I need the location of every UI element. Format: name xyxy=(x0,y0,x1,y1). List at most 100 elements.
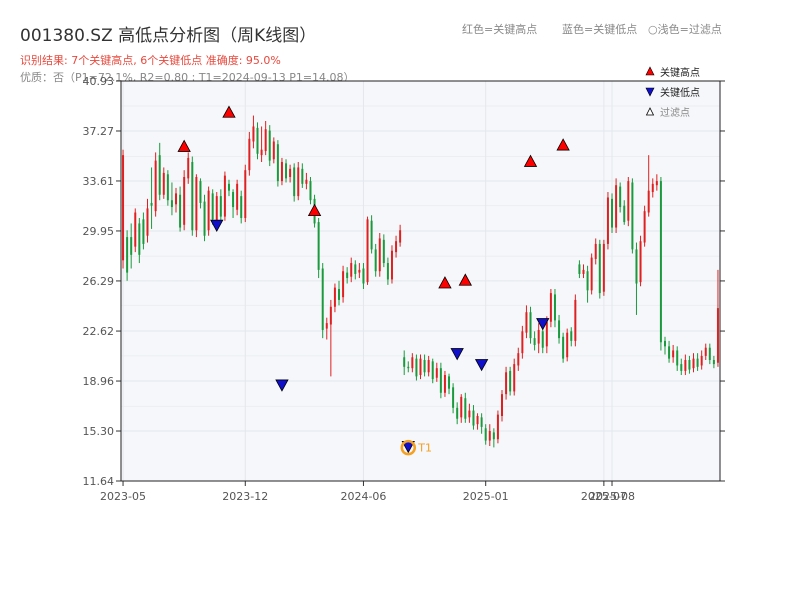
candle-body xyxy=(647,190,650,213)
candle-body xyxy=(619,186,622,208)
candle-body xyxy=(227,183,230,191)
t1-label: T1 xyxy=(417,442,432,455)
candle-body xyxy=(590,257,593,291)
candle-body xyxy=(484,428,487,441)
candle-body xyxy=(219,196,222,217)
candle-body xyxy=(692,358,695,369)
candle-body xyxy=(521,331,524,354)
candle-body xyxy=(183,177,186,225)
candle-body xyxy=(464,398,467,419)
candle-body xyxy=(199,181,202,203)
candle-body xyxy=(264,129,267,152)
candle-body xyxy=(321,268,324,330)
candle-body xyxy=(456,407,459,419)
candle-body xyxy=(150,202,153,206)
legend-high-marker xyxy=(645,66,655,76)
candle-body xyxy=(631,182,634,250)
key-low-marker xyxy=(210,219,224,233)
candle-body xyxy=(256,127,259,154)
candle-body xyxy=(403,357,406,367)
candle-body xyxy=(688,360,691,370)
candle-body xyxy=(252,126,255,142)
candle-body xyxy=(301,168,304,184)
y-tick-label: 11.64 xyxy=(83,475,115,488)
candle-body xyxy=(195,177,198,231)
candle-body xyxy=(553,294,556,321)
candle-body xyxy=(574,299,577,341)
candle-body xyxy=(232,192,235,208)
candle-body xyxy=(643,211,646,243)
candle-body xyxy=(541,331,544,348)
candle-body xyxy=(390,250,393,280)
candle-body xyxy=(179,194,182,228)
candle-body xyxy=(374,249,377,272)
candle-body xyxy=(476,415,479,425)
key-low-marker xyxy=(450,348,464,361)
candle-body xyxy=(517,353,520,366)
candle-body xyxy=(329,306,332,325)
candle-body xyxy=(594,243,597,259)
candle-body xyxy=(419,358,422,376)
candle-body xyxy=(333,287,336,307)
candle-body xyxy=(712,360,715,365)
candle-body xyxy=(513,364,516,392)
candle-body xyxy=(537,329,540,344)
candle-body xyxy=(175,193,178,205)
candle-body xyxy=(639,241,642,283)
y-tick-label: 22.62 xyxy=(83,325,115,338)
candle-body xyxy=(606,197,609,244)
candle-body xyxy=(138,223,141,255)
candle-body xyxy=(562,336,565,359)
key-high-marker xyxy=(556,138,570,151)
candle-body xyxy=(708,347,711,361)
candle-body xyxy=(358,269,361,273)
key-high-marker xyxy=(523,154,538,167)
key-high-marker xyxy=(177,139,191,152)
key-high-marker xyxy=(307,203,322,217)
candle-body xyxy=(423,360,426,373)
candle-body xyxy=(431,361,434,380)
candle-body xyxy=(533,338,536,345)
key-low-marker xyxy=(536,318,550,331)
candle-body xyxy=(162,172,165,195)
candle-body xyxy=(615,185,618,228)
candle-body xyxy=(549,293,552,322)
y-tick-label: 37.27 xyxy=(83,125,115,138)
candle-body xyxy=(623,205,626,223)
legend-label: 关键低点 xyxy=(660,86,700,99)
candle-body xyxy=(700,355,703,366)
legend-label: 过滤点 xyxy=(660,106,690,119)
legend-low-marker xyxy=(645,87,655,97)
candle-body xyxy=(492,432,495,440)
candle-body xyxy=(130,237,133,255)
candle-body xyxy=(297,167,300,197)
candle-body xyxy=(659,181,662,343)
candle-body xyxy=(382,239,385,264)
y-tick-label: 29.95 xyxy=(83,225,115,238)
candle-body xyxy=(142,219,145,244)
candle-body xyxy=(317,222,320,270)
y-tick-label: 33.61 xyxy=(83,175,115,188)
key-low-marker xyxy=(474,359,489,372)
candle-body xyxy=(545,321,548,347)
candle-body xyxy=(187,157,190,179)
candle-body xyxy=(248,138,251,171)
candle-body xyxy=(305,179,308,184)
candle-body xyxy=(651,183,654,193)
candle-body xyxy=(676,350,679,366)
candle-body xyxy=(468,410,471,418)
legend-filtered-marker xyxy=(645,107,655,116)
candle-body xyxy=(325,323,328,329)
key-high-marker xyxy=(458,273,472,286)
candle-body xyxy=(439,368,442,393)
candle-body xyxy=(704,347,707,356)
legend-filtered-key: ○浅色=过滤点 xyxy=(648,23,722,36)
candle-body xyxy=(496,414,499,440)
key-low-marker xyxy=(275,379,289,392)
candle-body xyxy=(558,320,561,339)
candle-body xyxy=(260,149,263,156)
candle-body xyxy=(342,271,345,298)
candle-body xyxy=(611,198,614,228)
y-tick-label: 26.29 xyxy=(83,275,115,288)
candle-body xyxy=(566,332,569,358)
